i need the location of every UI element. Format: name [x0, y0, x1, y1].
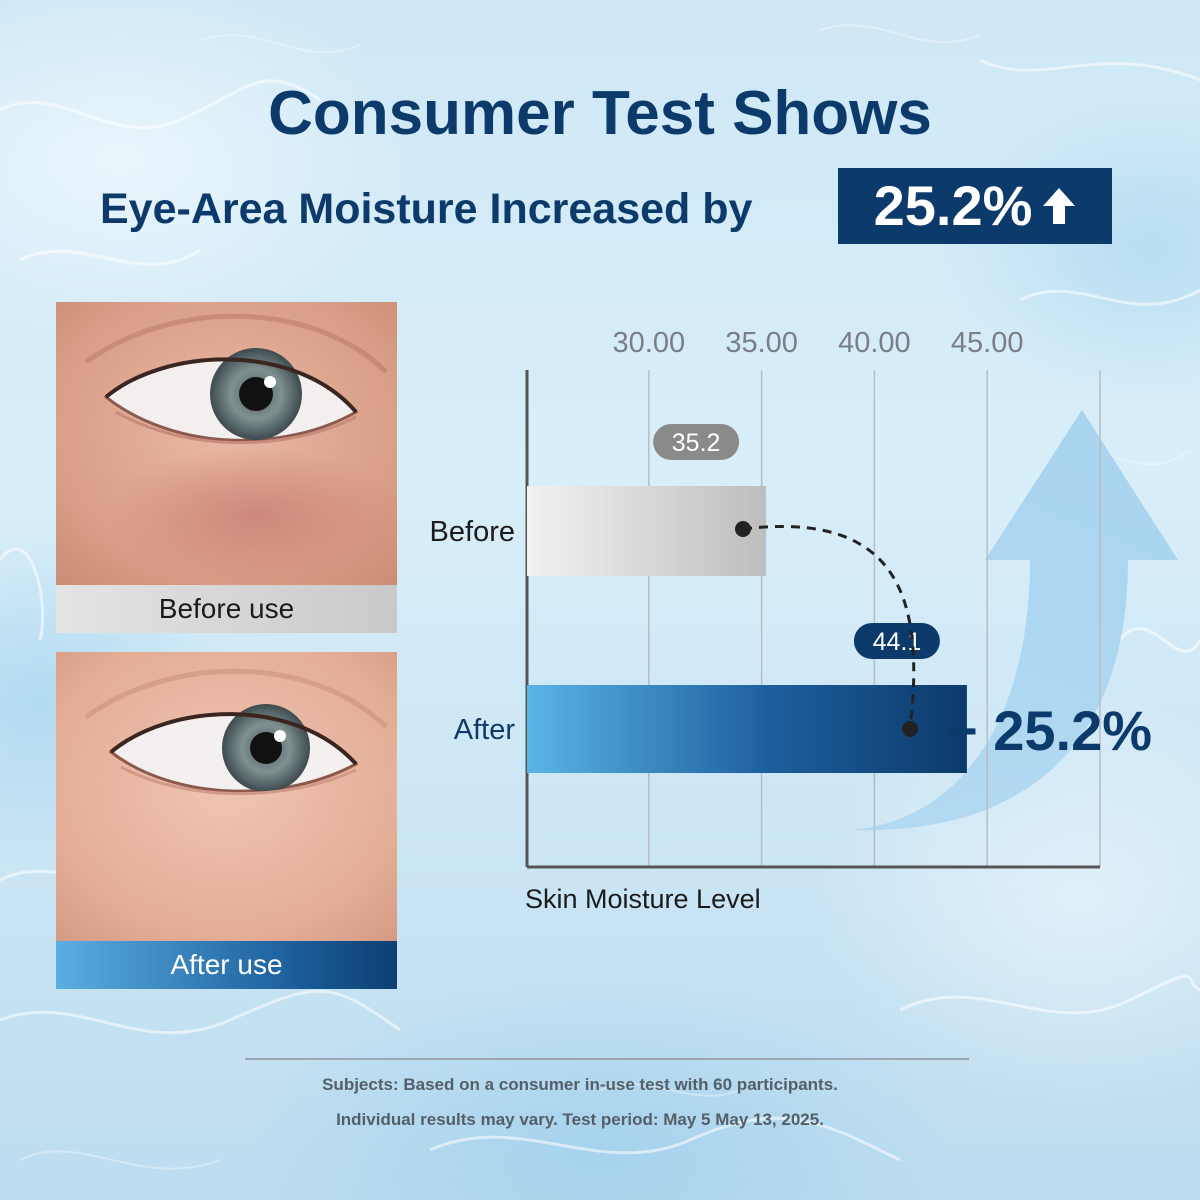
eye-after-image: [56, 652, 397, 941]
big-arrow-icon: [852, 410, 1178, 831]
badge-value: 25.2%: [873, 174, 1033, 237]
x-tick-label: 30.00: [613, 327, 686, 359]
before-photo-panel: Before use: [56, 302, 397, 633]
footer-note-2: Individual results may vary. Test period…: [336, 1110, 824, 1129]
page-subtitle: Eye-Area Moisture Increased by: [100, 185, 753, 233]
after-point: [902, 721, 918, 737]
value-pill-before: [653, 424, 740, 460]
x-tick-label: 40.00: [838, 327, 911, 359]
category-label-after: After: [454, 714, 516, 746]
bar-after: [527, 685, 967, 773]
x-tick-label: 35.00: [725, 327, 798, 359]
connector-dashed-line: [742, 525, 916, 730]
footer-divider: [245, 1058, 969, 1060]
bar-before: [527, 486, 767, 576]
value-label-before: 35.2: [672, 429, 721, 457]
eye-before-image: [56, 302, 397, 585]
after-photo-panel: After use: [56, 652, 397, 989]
before-point: [735, 521, 751, 537]
change-label: + 25.2%: [945, 699, 1152, 762]
footer-note-1: Subjects: Based on a consumer in-use tes…: [322, 1075, 838, 1094]
page-title: Consumer Test Shows: [268, 79, 932, 148]
value-pill-after: [853, 623, 940, 659]
after-use-caption: After use: [56, 941, 397, 989]
arrow-up-icon: [1043, 188, 1076, 224]
before-use-caption: Before use: [56, 585, 397, 633]
x-axis-title: Skin Moisture Level: [525, 884, 761, 914]
increase-badge: 25.2%: [838, 168, 1112, 244]
x-tick-label: 45.00: [951, 327, 1024, 359]
category-label-before: Before: [430, 516, 515, 548]
